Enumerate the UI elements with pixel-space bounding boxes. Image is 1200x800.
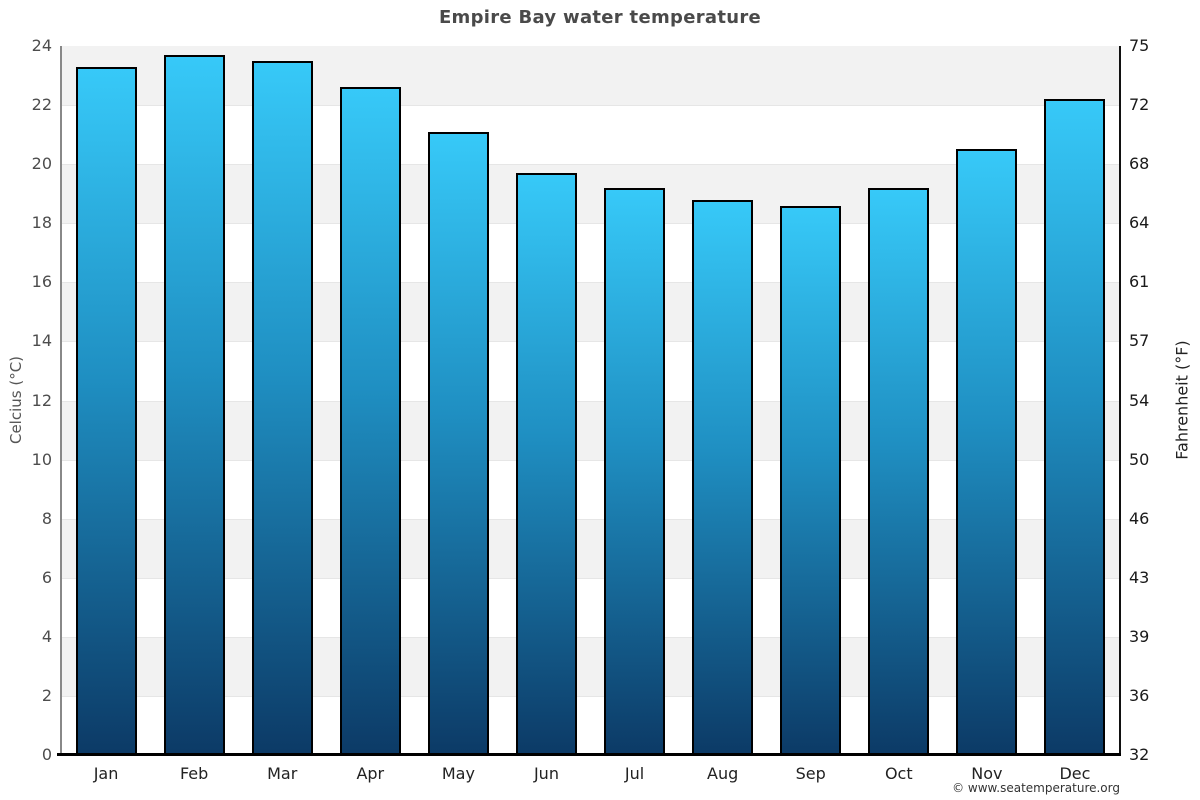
bar-feb[interactable] [163, 54, 225, 755]
bar-dec[interactable] [1044, 99, 1106, 755]
x-axis-line [57, 753, 1121, 756]
grid-band [62, 400, 1119, 460]
y-tick-celsius: 6 [41, 567, 52, 587]
x-axis-month-labels: Jan Feb Mar Apr May Jun Jul Aug Sep Oct Nov Dec [62, 764, 1119, 786]
grid-band [62, 164, 1119, 224]
grid-band [62, 105, 1119, 165]
y-tick-fahrenheit: 75 [1129, 36, 1150, 55]
bar-nov[interactable] [956, 149, 1018, 755]
x-tick-nov: Nov [971, 764, 1003, 783]
y-axis-line-left [60, 46, 62, 755]
grid-band [62, 459, 1119, 519]
y-tick-celsius: 16 [31, 272, 52, 292]
y-tick-fahrenheit: 43 [1129, 567, 1150, 587]
bar-jun[interactable] [515, 173, 577, 755]
y-tick-fahrenheit: 68 [1129, 154, 1150, 174]
grid-band [62, 695, 1119, 755]
y-axis-line-right [1119, 46, 1121, 755]
x-tick-jul: Jul [624, 764, 645, 783]
x-tick-apr: Apr [356, 764, 385, 783]
y-tick-celsius: 4 [41, 626, 52, 646]
y-tick-fahrenheit: 39 [1129, 626, 1150, 646]
grid-band [62, 223, 1119, 283]
y-tick-fahrenheit: 46 [1129, 508, 1150, 528]
grid-band [62, 636, 1119, 696]
grid-band [62, 282, 1119, 342]
grid-band [62, 46, 1119, 106]
x-tick-aug: Aug [707, 764, 739, 783]
x-tick-feb: Feb [179, 764, 209, 783]
x-tick-may: May [441, 764, 475, 783]
x-tick-mar: Mar [267, 764, 298, 783]
grid-band [62, 341, 1119, 401]
y-tick-celsius: 18 [31, 213, 52, 233]
y-tick-fahrenheit: 57 [1129, 331, 1150, 351]
chart-title: Empire Bay water temperature [438, 7, 762, 28]
x-tick-dec: Dec [1059, 764, 1091, 783]
y-tick-fahrenheit: 54 [1129, 390, 1150, 410]
bar-jul[interactable] [604, 187, 666, 755]
y-tick-fahrenheit: 61 [1129, 272, 1150, 292]
y-tick-fahrenheit: 72 [1129, 95, 1150, 115]
x-tick-jan: Jan [93, 764, 119, 783]
y-tick-celsius: 2 [41, 685, 52, 705]
bar-oct[interactable] [868, 187, 930, 755]
y-tick-celsius: 8 [41, 508, 52, 528]
x-tick-sep: Sep [795, 764, 826, 783]
grid-band [62, 518, 1119, 578]
y-tick-celsius: 14 [31, 331, 52, 351]
x-tick-oct: Oct [884, 764, 913, 783]
bar-mar[interactable] [251, 60, 313, 755]
y-tick-fahrenheit: 36 [1129, 685, 1150, 705]
x-tick-jun: Jun [533, 764, 559, 783]
copyright-credit[interactable]: © www.seatemperature.org [952, 781, 1120, 795]
y-tick-fahrenheit: 64 [1129, 213, 1150, 233]
y-tick-celsius: 22 [31, 95, 52, 115]
y-tick-fahrenheit: 32 [1129, 745, 1150, 764]
bar-sep[interactable] [780, 205, 842, 755]
y-axis-label-fahrenheit: Fahrenheit (°F) [1172, 340, 1192, 460]
y-tick-celsius: 12 [31, 390, 52, 410]
y-tick-celsius: 24 [31, 36, 52, 55]
bar-jan[interactable] [75, 66, 137, 755]
plot-area [62, 46, 1119, 755]
grid-band [62, 577, 1119, 637]
y-tick-celsius: 0 [41, 745, 52, 764]
bar-aug[interactable] [692, 199, 754, 755]
y-tick-fahrenheit: 50 [1129, 449, 1150, 469]
y-tick-celsius: 20 [31, 154, 52, 174]
y-tick-celsius: 10 [31, 449, 52, 469]
bar-may[interactable] [427, 131, 489, 755]
bar-apr[interactable] [339, 87, 401, 755]
